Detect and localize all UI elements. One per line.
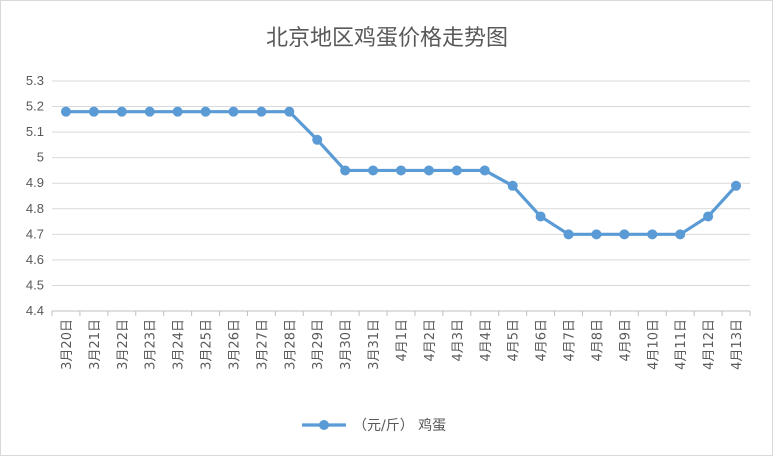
x-tick-label: 3月21日 — [88, 319, 103, 370]
data-point — [563, 229, 574, 240]
legend-label: （元/斤） 鸡蛋 — [353, 417, 446, 434]
data-point — [396, 165, 406, 176]
data-point — [619, 229, 630, 240]
legend-dot-marker — [319, 420, 329, 430]
data-point — [647, 229, 658, 240]
data-point — [423, 165, 434, 176]
data-point — [60, 106, 71, 117]
x-tick-label: 3月28日 — [283, 319, 298, 370]
data-point — [116, 106, 127, 117]
chart-title: 北京地区鸡蛋价格走势图 — [266, 26, 508, 51]
y-tick-label: 4.4 — [26, 303, 44, 318]
data-point — [507, 180, 518, 191]
x-tick-label: 4月12日 — [702, 319, 717, 370]
x-tick-label: 4月11日 — [674, 319, 689, 370]
x-tick-label: 4月6日 — [535, 319, 550, 362]
data-point — [731, 180, 742, 191]
data-point — [200, 106, 211, 117]
x-tick-label: 3月29日 — [311, 319, 326, 370]
x-tick-label: 3月22日 — [116, 319, 131, 370]
y-tick-label: 4.8 — [26, 201, 44, 216]
x-tick-label: 3月20日 — [60, 319, 75, 370]
x-tick-label: 4月3日 — [451, 319, 466, 362]
x-tick-label: 4月4日 — [479, 319, 494, 362]
data-point — [312, 134, 323, 145]
x-tick-label: 4月13日 — [730, 319, 745, 370]
y-tick-label: 5 — [37, 150, 44, 165]
gridlines — [52, 80, 750, 286]
legend: （元/斤） 鸡蛋 — [302, 417, 446, 434]
x-tick-label: 4月9日 — [618, 319, 633, 362]
data-point — [340, 165, 351, 176]
y-tick-label: 5.2 — [26, 99, 44, 114]
x-tick-label: 3月27日 — [255, 319, 270, 370]
data-point — [144, 106, 155, 117]
x-tick-label: 3月24日 — [172, 319, 187, 370]
x-tick-label: 3月26日 — [227, 319, 242, 370]
y-tick-label: 4.5 — [26, 277, 44, 292]
data-point — [703, 211, 714, 222]
x-tick-label: 4月10日 — [646, 319, 661, 370]
y-tick-label: 4.9 — [26, 175, 44, 190]
data-point — [591, 229, 602, 240]
data-point — [172, 106, 183, 117]
y-axis-ticks: 5.3 5.2 5.1 5 4.9 4.8 4.7 4.6 4.5 4.4 — [26, 73, 44, 318]
x-tick-label: 3月30日 — [339, 319, 354, 370]
x-tick-label: 3月23日 — [144, 319, 159, 370]
data-point — [479, 165, 490, 176]
data-point — [228, 106, 239, 117]
data-point — [284, 106, 295, 117]
data-point — [535, 211, 546, 222]
y-tick-label: 5.1 — [26, 124, 44, 139]
x-tick-label: 3月31日 — [367, 319, 382, 370]
x-tick-label: 4月7日 — [563, 319, 578, 362]
y-tick-label: 4.6 — [26, 252, 44, 267]
x-tick-label: 4月1日 — [395, 319, 410, 362]
x-tick-label: 4月8日 — [590, 319, 605, 362]
data-point — [88, 106, 99, 117]
x-axis-ticks: 3月20日 3月21日 3月22日 3月23日 3月24日 3月25日 3月26日 3月27日… — [51, 311, 751, 370]
data-point — [256, 106, 267, 117]
data-point — [451, 165, 462, 176]
data-point — [368, 165, 379, 176]
x-tick-label: 4月5日 — [507, 319, 522, 362]
x-tick-label: 4月2日 — [423, 319, 438, 362]
y-tick-label: 5.3 — [26, 73, 44, 88]
data-point — [675, 229, 686, 240]
series-layer — [60, 106, 742, 240]
y-tick-label: 4.7 — [26, 226, 44, 241]
x-tick-label: 3月25日 — [200, 319, 215, 370]
